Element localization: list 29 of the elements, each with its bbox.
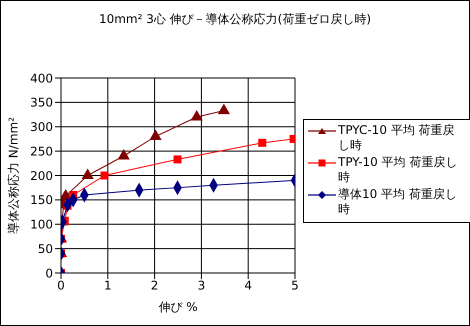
point: [258, 138, 266, 147]
y-tick-label: 200: [30, 168, 53, 183]
legend-label: 導体10 平均 荷重戻し時: [338, 187, 458, 217]
y-tick-label: 350: [30, 96, 53, 110]
x-tick-label: 3: [198, 278, 206, 293]
point: [218, 104, 230, 114]
x-tick-label: 0: [57, 278, 65, 293]
point: [190, 110, 203, 121]
x-axis-title: 伸び %: [157, 300, 198, 314]
x-tick-label: 5: [291, 278, 299, 293]
y-tick-label: 150: [30, 193, 53, 208]
point: [174, 155, 182, 164]
y-tick-label: 300: [30, 120, 53, 134]
chart-title: 10mm² 3心 伸び－導体公称応力(荷重ゼロ戻し時): [98, 11, 372, 28]
point: [118, 148, 130, 160]
x-tick-label: 2: [150, 278, 158, 293]
y-tick-label: 400: [30, 71, 53, 86]
y-tick-label: 50: [38, 242, 53, 256]
point: [149, 129, 162, 140]
x-tick-label: 4: [244, 278, 252, 293]
x-tick-label: 1: [104, 278, 112, 293]
point: [100, 172, 109, 180]
y-tick-label: 250: [30, 144, 53, 158]
y-axis-title: 導体公称応力 N/mm²: [6, 116, 20, 234]
y-tick-label: 0: [45, 266, 53, 280]
y-tick-label: 100: [30, 218, 53, 232]
point: [82, 168, 94, 180]
legend-label: TPYC-10 平均 荷重戻し時: [338, 123, 456, 153]
legend-label: TPY-10 平均 荷重戻し時: [338, 155, 458, 185]
